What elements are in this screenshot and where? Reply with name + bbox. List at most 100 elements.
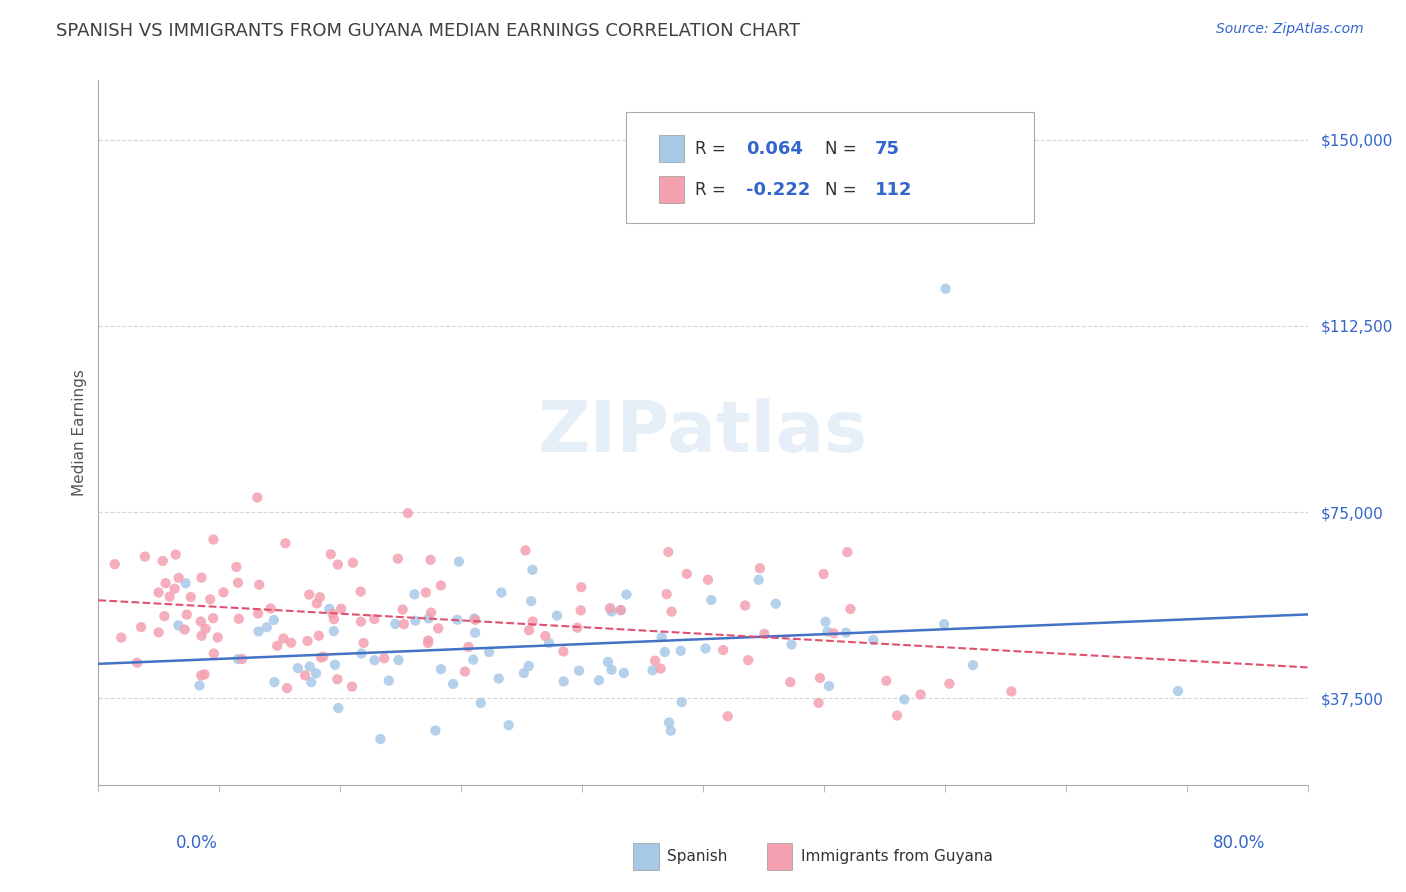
Point <box>350 615 373 629</box>
Point <box>247 577 270 591</box>
Point <box>654 645 676 659</box>
Point <box>588 673 610 688</box>
Point <box>446 613 468 627</box>
Point <box>447 555 470 569</box>
Point <box>609 603 631 617</box>
Point <box>430 578 453 592</box>
Point <box>148 625 170 640</box>
Point <box>202 611 225 625</box>
Point <box>478 645 501 659</box>
Text: Source: ZipAtlas.com: Source: ZipAtlas.com <box>1216 22 1364 37</box>
Point <box>247 624 270 639</box>
Point <box>658 715 681 730</box>
Point <box>312 649 335 664</box>
Point <box>404 587 426 601</box>
Point <box>737 653 759 667</box>
Point <box>457 640 479 654</box>
Point <box>839 602 862 616</box>
Point <box>318 602 340 616</box>
Point <box>893 692 915 706</box>
Point <box>669 644 692 658</box>
Point <box>886 708 908 723</box>
Point <box>513 666 536 681</box>
Point <box>167 571 190 585</box>
Text: SPANISH VS IMMIGRANTS FROM GUYANA MEDIAN EARNINGS CORRELATION CHART: SPANISH VS IMMIGRANTS FROM GUYANA MEDIAN… <box>56 22 800 40</box>
Point <box>194 622 217 636</box>
Point <box>464 625 486 640</box>
Text: 0.064: 0.064 <box>745 140 803 158</box>
Point <box>517 659 540 673</box>
Point <box>287 661 309 675</box>
Point <box>246 491 269 505</box>
Point <box>425 723 447 738</box>
Point <box>260 601 283 615</box>
Point <box>418 611 440 625</box>
Point <box>427 621 450 635</box>
Point <box>823 626 845 640</box>
Text: 112: 112 <box>876 181 912 199</box>
Point <box>350 647 373 661</box>
Point <box>212 585 235 599</box>
Text: ZIPatlas: ZIPatlas <box>538 398 868 467</box>
Point <box>231 652 253 666</box>
Point <box>349 584 371 599</box>
Point <box>370 732 392 747</box>
Point <box>319 547 342 561</box>
Point <box>430 662 453 676</box>
Point <box>932 617 955 632</box>
Point <box>190 571 212 585</box>
Point <box>697 573 720 587</box>
Point <box>779 675 801 690</box>
Y-axis label: Median Earnings: Median Earnings <box>72 369 87 496</box>
Point <box>391 602 413 616</box>
Point <box>568 664 591 678</box>
Text: 75: 75 <box>876 140 900 158</box>
Point <box>323 657 346 672</box>
Point <box>935 282 957 296</box>
Point <box>748 573 770 587</box>
Point <box>657 545 679 559</box>
Point <box>596 655 619 669</box>
Point <box>180 590 202 604</box>
Point <box>415 585 437 599</box>
Point <box>165 548 187 562</box>
Text: N =: N = <box>824 181 862 199</box>
Point <box>342 556 364 570</box>
Point <box>173 623 195 637</box>
Point <box>363 612 385 626</box>
Text: N =: N = <box>824 140 862 158</box>
Point <box>808 671 831 685</box>
Point <box>202 647 225 661</box>
Point <box>276 681 298 696</box>
Point <box>297 634 319 648</box>
Point <box>198 592 221 607</box>
Point <box>765 597 787 611</box>
Point <box>225 560 247 574</box>
Point <box>711 643 734 657</box>
Point <box>599 601 621 615</box>
Point <box>491 585 513 599</box>
Point <box>538 636 561 650</box>
Point <box>298 588 321 602</box>
Point <box>363 653 385 667</box>
Point <box>188 678 211 692</box>
Point <box>517 624 540 638</box>
Point <box>515 543 537 558</box>
Point <box>247 607 270 621</box>
Point <box>309 650 332 665</box>
Point <box>661 605 683 619</box>
Point <box>546 608 568 623</box>
Text: 0.0%: 0.0% <box>176 834 218 852</box>
Point <box>263 613 285 627</box>
Point <box>273 632 295 646</box>
Point <box>814 615 837 629</box>
Point <box>384 616 406 631</box>
Point <box>553 674 575 689</box>
Point <box>167 618 190 632</box>
Point <box>498 718 520 732</box>
Point <box>651 630 673 644</box>
Point <box>298 659 321 673</box>
Point <box>193 667 215 681</box>
Point <box>226 575 249 590</box>
Point <box>717 709 740 723</box>
